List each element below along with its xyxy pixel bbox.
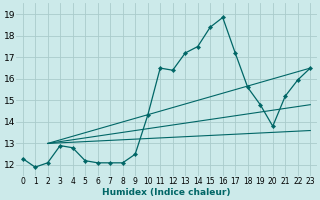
- X-axis label: Humidex (Indice chaleur): Humidex (Indice chaleur): [102, 188, 231, 197]
